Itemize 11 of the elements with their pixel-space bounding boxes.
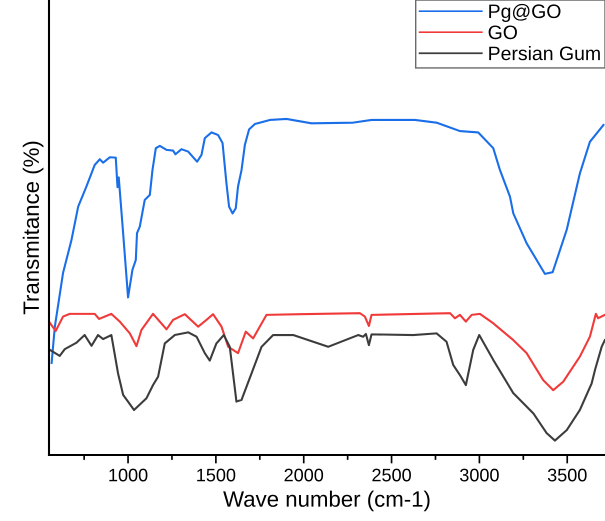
legend-label: Persian Gum — [489, 46, 600, 60]
legend-label: GO — [488, 25, 517, 40]
x-tick-label: 1500 — [197, 468, 236, 482]
y-axis-title: Transmitance (%) — [22, 142, 44, 314]
x-tick-label: 2000 — [284, 468, 324, 482]
x-tick-label: 1000 — [109, 468, 148, 482]
x-tick-label: 3000 — [460, 468, 499, 482]
x-tick-label: 2500 — [372, 468, 411, 482]
x-tick-label: 3500 — [548, 468, 587, 482]
x-axis-title: Wave number (cm-1) — [223, 490, 430, 512]
legend-label: Pg@GO — [489, 4, 560, 22]
